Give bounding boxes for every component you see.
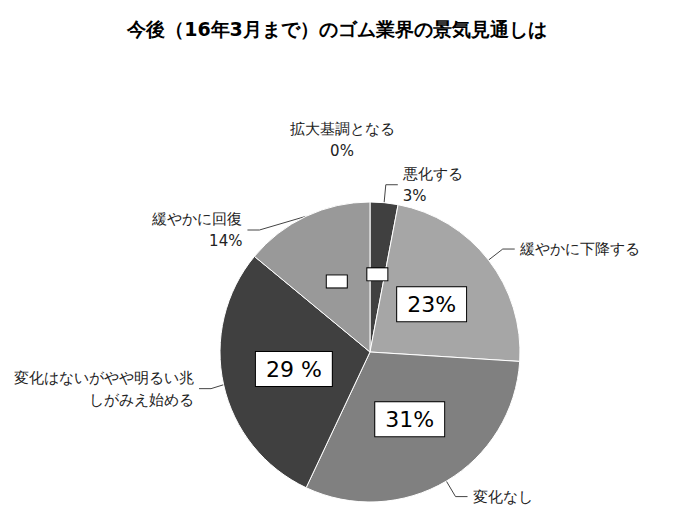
svg-text:0%: 0% <box>330 142 354 160</box>
svg-text:悪化する: 悪化する <box>402 165 463 183</box>
svg-text:緩やかに下降する: 緩やかに下降する <box>519 240 640 258</box>
svg-text:3%: 3% <box>403 187 427 205</box>
svg-text:14%: 14% <box>209 232 242 250</box>
svg-text:緩やかに回復: 緩やかに回復 <box>151 210 242 228</box>
svg-text:拡大基調となる: 拡大基調となる <box>290 120 395 138</box>
svg-text:29 %: 29 % <box>266 357 322 382</box>
svg-text:変化なし: 変化なし <box>473 488 533 506</box>
svg-text:変化はないがやや明るい兆: 変化はないがやや明るい兆 <box>14 369 194 387</box>
svg-text:23%: 23% <box>407 292 456 317</box>
svg-text:しがみえ始める: しがみえ始める <box>89 391 194 409</box>
svg-text:今後（16年3月まで）のゴム業界の景気見通しは: 今後（16年3月まで）のゴム業界の景気見通しは <box>126 18 547 40</box>
svg-text:31%: 31% <box>385 407 434 432</box>
